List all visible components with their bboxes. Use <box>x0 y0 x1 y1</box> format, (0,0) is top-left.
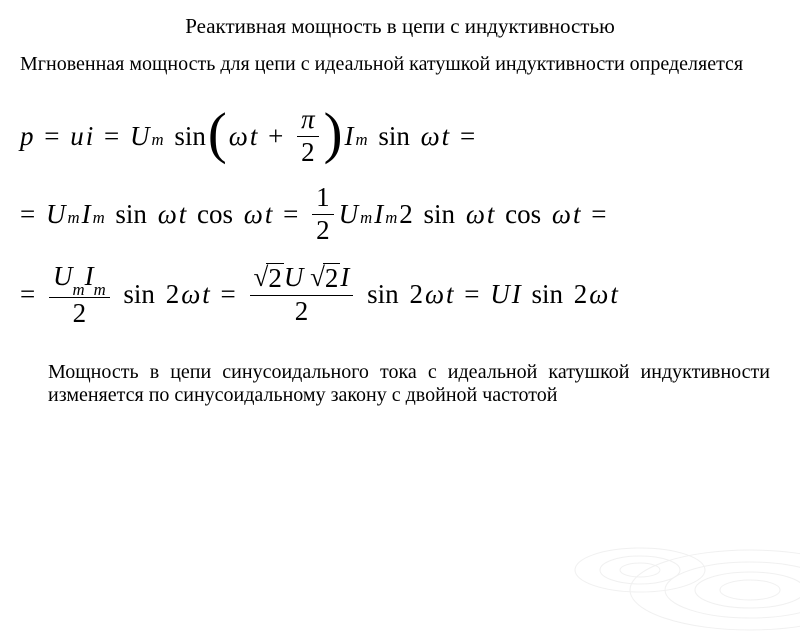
background-ripple-decoration <box>540 440 800 640</box>
slide-title: Реактивная мощность в цепи с индуктивнос… <box>0 0 800 47</box>
conclusion-paragraph: Мощность в цепи синусоидального тока с и… <box>0 351 800 413</box>
equation-derivation: p = ui = Um sin ( ωt + π 2 ) Im sin ωt =… <box>0 82 800 351</box>
intro-paragraph: Мгновенная мощность для цепи с идеальной… <box>0 47 800 82</box>
equation-line-2: = Um Im sin ωt cos ωt = 1 2 Um Im 2 sin … <box>20 182 780 246</box>
equation-line-3: = UmIm 2 sin 2ωt = √2U √2I 2 sin 2ωt = U… <box>20 261 780 329</box>
equation-line-1: p = ui = Um sin ( ωt + π 2 ) Im sin ωt = <box>20 104 780 168</box>
